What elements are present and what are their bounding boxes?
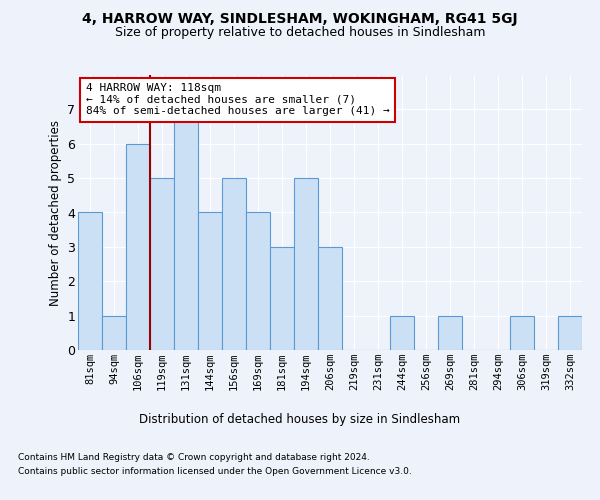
Bar bbox=[174, 110, 198, 350]
Text: 4, HARROW WAY, SINDLESHAM, WOKINGHAM, RG41 5GJ: 4, HARROW WAY, SINDLESHAM, WOKINGHAM, RG… bbox=[82, 12, 518, 26]
Text: Contains HM Land Registry data © Crown copyright and database right 2024.: Contains HM Land Registry data © Crown c… bbox=[18, 452, 370, 462]
Bar bbox=[102, 316, 126, 350]
Bar bbox=[294, 178, 318, 350]
Bar bbox=[558, 316, 582, 350]
Bar bbox=[438, 316, 462, 350]
Y-axis label: Number of detached properties: Number of detached properties bbox=[49, 120, 62, 306]
Text: Distribution of detached houses by size in Sindlesham: Distribution of detached houses by size … bbox=[139, 412, 461, 426]
Bar bbox=[318, 247, 342, 350]
Bar bbox=[246, 212, 270, 350]
Text: Size of property relative to detached houses in Sindlesham: Size of property relative to detached ho… bbox=[115, 26, 485, 39]
Bar bbox=[150, 178, 174, 350]
Bar bbox=[222, 178, 246, 350]
Text: 4 HARROW WAY: 118sqm
← 14% of detached houses are smaller (7)
84% of semi-detach: 4 HARROW WAY: 118sqm ← 14% of detached h… bbox=[86, 83, 389, 116]
Bar bbox=[270, 247, 294, 350]
Bar bbox=[198, 212, 222, 350]
Text: Contains public sector information licensed under the Open Government Licence v3: Contains public sector information licen… bbox=[18, 468, 412, 476]
Bar bbox=[126, 144, 150, 350]
Bar bbox=[78, 212, 102, 350]
Bar bbox=[510, 316, 534, 350]
Bar bbox=[390, 316, 414, 350]
